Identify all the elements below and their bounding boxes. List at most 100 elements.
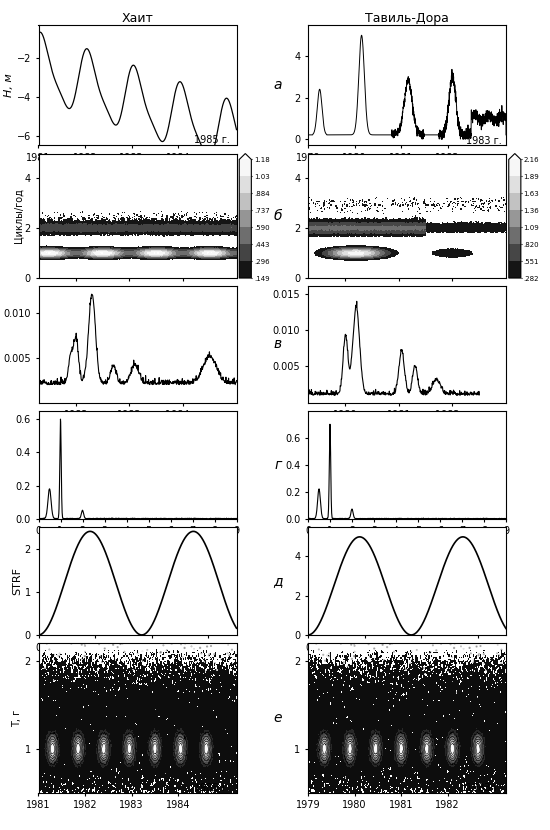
Point [80, 649, 89, 662]
Point [437, 742, 446, 755]
Point [156, 646, 165, 659]
Point [411, 747, 420, 760]
Point [324, 650, 333, 663]
Point [365, 689, 374, 702]
Point [43, 676, 52, 690]
Point [489, 705, 498, 718]
Point [487, 698, 496, 711]
Point [379, 759, 388, 773]
Point [216, 755, 225, 769]
Point [207, 723, 216, 736]
Point [477, 723, 486, 736]
Point [388, 730, 397, 743]
Point [314, 774, 322, 788]
Point [178, 779, 186, 792]
Point [431, 767, 440, 780]
Point [224, 764, 233, 778]
Point [174, 665, 183, 678]
Point [468, 740, 476, 753]
Point [327, 683, 336, 696]
Point [230, 758, 239, 771]
Point [482, 706, 491, 720]
Point [127, 704, 136, 717]
Point [446, 637, 455, 651]
Point [183, 686, 191, 699]
Point [326, 662, 334, 675]
Point [204, 691, 213, 705]
Point [385, 777, 394, 790]
Point [106, 741, 114, 754]
Point [142, 668, 151, 681]
Point [321, 696, 330, 710]
Point [440, 723, 449, 736]
Point [334, 780, 343, 793]
Point [430, 709, 439, 722]
Point [92, 769, 101, 782]
Point [362, 706, 371, 720]
Point [97, 691, 106, 705]
Point [136, 657, 145, 670]
Point [64, 704, 73, 717]
Point [96, 689, 104, 702]
Point [57, 683, 66, 696]
Point [471, 702, 480, 715]
Point [147, 749, 156, 762]
Point [351, 730, 360, 743]
Point [189, 761, 198, 774]
Point [137, 685, 146, 698]
Point [104, 638, 113, 652]
Point [331, 717, 339, 730]
X-axis label: Циклы/год: Циклы/год [379, 538, 434, 548]
Point [350, 637, 359, 650]
Point [69, 719, 78, 732]
Point [390, 751, 399, 764]
Point [320, 692, 329, 705]
Point [225, 649, 234, 662]
Point [207, 784, 216, 798]
Point [51, 654, 60, 667]
Point [223, 674, 232, 687]
Point [56, 745, 65, 758]
Point [460, 686, 469, 700]
Point [80, 637, 89, 650]
Point [72, 771, 80, 784]
Point [456, 665, 465, 678]
Point [42, 637, 51, 650]
Point [180, 642, 189, 655]
Point [448, 675, 456, 688]
Point [430, 675, 439, 688]
Point [94, 660, 103, 673]
Point [452, 686, 461, 699]
Point [144, 670, 153, 683]
Point [350, 639, 359, 652]
Point [96, 650, 105, 663]
Point [446, 682, 454, 696]
Point [474, 649, 483, 662]
Point [359, 706, 367, 720]
Point [54, 766, 63, 779]
Point [160, 753, 169, 766]
Text: 1983 г.: 1983 г. [466, 783, 502, 793]
Point [497, 643, 506, 657]
Point [177, 745, 186, 759]
Point [317, 784, 326, 797]
Point [202, 678, 211, 691]
Point [459, 642, 468, 656]
Point [499, 758, 508, 771]
Point [422, 770, 431, 784]
Point [322, 720, 331, 733]
Point [382, 681, 390, 695]
Point [445, 704, 454, 717]
Point [206, 696, 214, 709]
Point [396, 781, 405, 794]
Point [471, 671, 480, 685]
Point [63, 687, 72, 701]
Point [193, 685, 202, 698]
PathPatch shape [239, 154, 251, 159]
Point [168, 666, 177, 680]
Point [82, 697, 91, 710]
Point [411, 720, 420, 734]
Point [56, 731, 65, 745]
Point [41, 761, 50, 774]
Point [178, 675, 187, 688]
